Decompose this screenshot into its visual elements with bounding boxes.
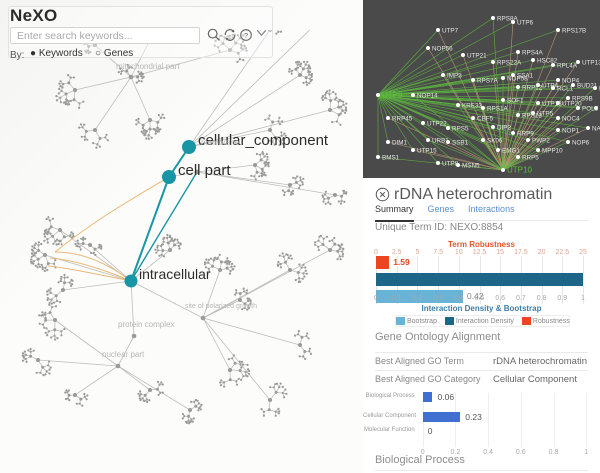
svg-text:RPS1A: RPS1A	[487, 106, 508, 113]
svg-text:MPP10: MPP10	[542, 148, 563, 155]
svg-text:UTP22: UTP22	[427, 121, 447, 128]
svg-text:UTP13: UTP13	[582, 60, 600, 67]
svg-text:DIP2: DIP2	[497, 125, 511, 132]
svg-text:NOP56: NOP56	[432, 46, 453, 53]
svg-text:UTP21: UTP21	[467, 53, 487, 60]
svg-text:PWP2: PWP2	[532, 138, 550, 145]
svg-text:RRP45: RRP45	[392, 116, 413, 123]
svg-text:SSB1: SSB1	[452, 140, 469, 147]
svg-text:RPS5: RPS5	[452, 126, 469, 133]
svg-text:EMG1: EMG1	[502, 148, 520, 155]
svg-text:RPL4A: RPL4A	[557, 63, 578, 70]
svg-text:KRE33: KRE33	[462, 103, 482, 110]
svg-text:SSA1: SSA1	[517, 73, 534, 80]
svg-text:POL5: POL5	[582, 106, 599, 113]
svg-text:IMP3: IMP3	[447, 73, 462, 80]
svg-text:RCL1: RCL1	[557, 86, 574, 93]
svg-text:NOP14: NOP14	[417, 93, 438, 100]
svg-text:UTP9: UTP9	[382, 91, 403, 100]
svg-text:UTP8: UTP8	[442, 161, 459, 168]
svg-text:NOC4: NOC4	[562, 116, 580, 123]
svg-text:SK06: SK06	[487, 138, 503, 145]
svg-text:UTP18: UTP18	[542, 101, 562, 108]
svg-text:UTP5: UTP5	[537, 111, 554, 118]
svg-text:UTP15: UTP15	[417, 148, 437, 155]
svg-text:RPS4A: RPS4A	[522, 50, 543, 57]
svg-text:RRP12: RRP12	[522, 85, 543, 92]
svg-text:CBF5: CBF5	[477, 116, 494, 123]
svg-text:RRP9: RRP9	[517, 131, 534, 138]
svg-text:SOF1: SOF1	[507, 98, 524, 105]
svg-text:RPS17B: RPS17B	[562, 28, 586, 35]
svg-text:NAN1: NAN1	[592, 126, 600, 133]
svg-text:RPS8A: RPS8A	[497, 16, 518, 23]
svg-text:URB1: URB1	[432, 138, 449, 145]
svg-text:UTP7: UTP7	[442, 28, 459, 35]
svg-text:DIM1: DIM1	[392, 140, 408, 147]
svg-text:HSC82: HSC82	[537, 58, 558, 65]
svg-text:NOP6: NOP6	[572, 140, 590, 147]
svg-text:NOP1: NOP1	[562, 128, 580, 135]
svg-text:RRP5: RRP5	[522, 155, 539, 162]
svg-text:UTP6: UTP6	[517, 20, 534, 27]
svg-text:RPS9B: RPS9B	[572, 96, 593, 103]
svg-text:UTP10: UTP10	[507, 166, 532, 175]
svg-text:RPS7A: RPS7A	[477, 78, 498, 85]
svg-text:BUD21: BUD21	[577, 83, 598, 90]
svg-text:BMS1: BMS1	[382, 155, 400, 162]
svg-text:?: ?	[244, 31, 248, 40]
svg-text:MSN5: MSN5	[462, 163, 480, 170]
svg-text:RPS22A: RPS22A	[497, 60, 522, 67]
